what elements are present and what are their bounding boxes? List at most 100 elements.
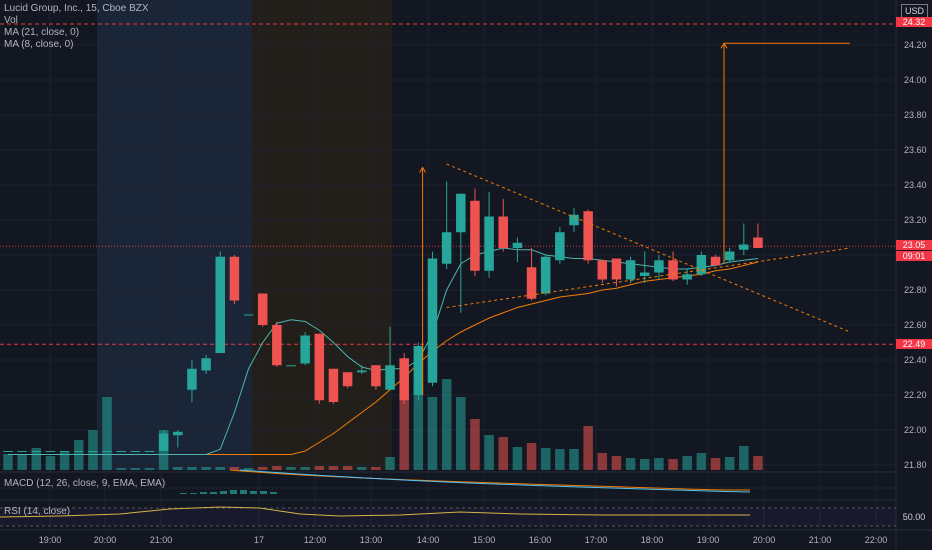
- x-tick-label: 17: [254, 535, 264, 545]
- macd-histogram-bar: [200, 492, 207, 494]
- volume-bar: [739, 446, 749, 470]
- candle: [272, 321, 282, 367]
- volume-bar: [498, 437, 508, 470]
- volume-bar: [201, 467, 211, 470]
- candle-body: [229, 256, 240, 301]
- macd-histogram-bar: [260, 491, 267, 494]
- volume-bar: [569, 449, 579, 470]
- volume-label[interactable]: Vol: [4, 15, 18, 26]
- candle-body: [710, 256, 721, 266]
- candle-body: [158, 433, 169, 451]
- candle-body: [640, 272, 650, 276]
- x-tick-label: 18:00: [641, 535, 664, 545]
- candle: [342, 372, 353, 388]
- volume-bar: [710, 458, 721, 470]
- volume-bar: [243, 468, 254, 470]
- x-tick-label: 20:00: [753, 535, 776, 545]
- candle-body: [88, 451, 98, 452]
- premarket-session-band: [97, 0, 252, 470]
- candle: [710, 255, 721, 266]
- macd-signal-line: [229, 469, 751, 491]
- x-tick-label: 14:00: [417, 535, 440, 545]
- candle-body: [272, 325, 282, 366]
- volume-bar: [300, 467, 310, 470]
- ma8-label[interactable]: MA (8, close, 0): [4, 39, 74, 50]
- x-tick-label: 19:00: [39, 535, 62, 545]
- rsi-label[interactable]: RSI (14, close): [4, 506, 71, 517]
- candle: [597, 260, 608, 283]
- candle: [257, 293, 268, 327]
- ma21-label[interactable]: MA (21, close, 0): [4, 27, 80, 38]
- trendline: [446, 247, 850, 308]
- candle: [399, 353, 409, 404]
- volume-bar: [456, 397, 466, 470]
- candle: [173, 430, 183, 448]
- candle-body: [314, 333, 325, 401]
- candle-body: [144, 451, 155, 452]
- arrow-head: [419, 166, 427, 173]
- candle-body: [173, 431, 183, 436]
- candle: [569, 207, 579, 233]
- macd-label[interactable]: MACD (12, 26, close, 9, EMA, EMA): [4, 478, 166, 489]
- candle-body: [625, 260, 636, 280]
- candle-body: [512, 242, 523, 248]
- volume-bar: [540, 448, 551, 470]
- volume-bar: [272, 466, 282, 470]
- candle: [187, 360, 197, 402]
- macd-histogram-bar: [250, 491, 257, 494]
- volume-bar: [427, 397, 438, 470]
- candle-body: [116, 451, 126, 452]
- candle-body: [526, 267, 537, 299]
- volume-bar: [470, 419, 480, 470]
- high-level-tag: 24.32: [896, 17, 932, 27]
- candle-body: [441, 232, 452, 264]
- x-tick-label: 21:00: [809, 535, 832, 545]
- candle: [158, 430, 169, 451]
- candle-body: [201, 358, 211, 371]
- candle-body: [342, 372, 353, 387]
- volume-bar: [342, 466, 353, 470]
- currency-button[interactable]: USD: [900, 4, 928, 18]
- candle-body: [31, 451, 42, 452]
- x-tick-label: 16:00: [529, 535, 552, 545]
- candle: [456, 193, 466, 313]
- volume-bar: [625, 458, 636, 470]
- symbol-title[interactable]: Lucid Group, Inc., 15, Cboe BZX: [4, 3, 149, 14]
- candle-body: [385, 365, 395, 390]
- volume-bar: [31, 448, 42, 470]
- volume-bar: [286, 467, 296, 470]
- volume-bar: [413, 383, 424, 470]
- volume-bar: [102, 397, 112, 470]
- volume-bar: [583, 426, 593, 470]
- candle: [540, 255, 551, 296]
- candle-body: [187, 368, 197, 390]
- volume-bar: [385, 457, 395, 470]
- candle-body: [328, 368, 339, 402]
- x-tick-label: 19:00: [697, 535, 720, 545]
- candle: [739, 223, 749, 255]
- candle: [88, 451, 98, 452]
- y-tick-label: 23.40: [904, 180, 927, 190]
- volume-bar: [753, 456, 763, 470]
- volume-bar: [257, 467, 268, 470]
- candle: [470, 188, 480, 276]
- candle: [753, 223, 763, 248]
- y-tick-label: 22.20: [904, 390, 927, 400]
- volume-bar: [215, 467, 225, 470]
- y-tick-label: 22.60: [904, 320, 927, 330]
- candle: [682, 269, 692, 285]
- candle-body: [753, 237, 763, 248]
- candle: [102, 451, 112, 452]
- y-tick-label: 22.00: [904, 425, 927, 435]
- candle: [724, 248, 735, 262]
- candle-body: [286, 365, 296, 367]
- candle-body: [257, 293, 268, 325]
- candle-body: [583, 211, 593, 261]
- candle: [526, 248, 537, 301]
- macd-histogram-bar: [210, 492, 217, 494]
- candle: [300, 332, 310, 366]
- candle-body: [74, 451, 84, 452]
- candle: [45, 451, 56, 452]
- rsi-band-fill: [0, 508, 896, 526]
